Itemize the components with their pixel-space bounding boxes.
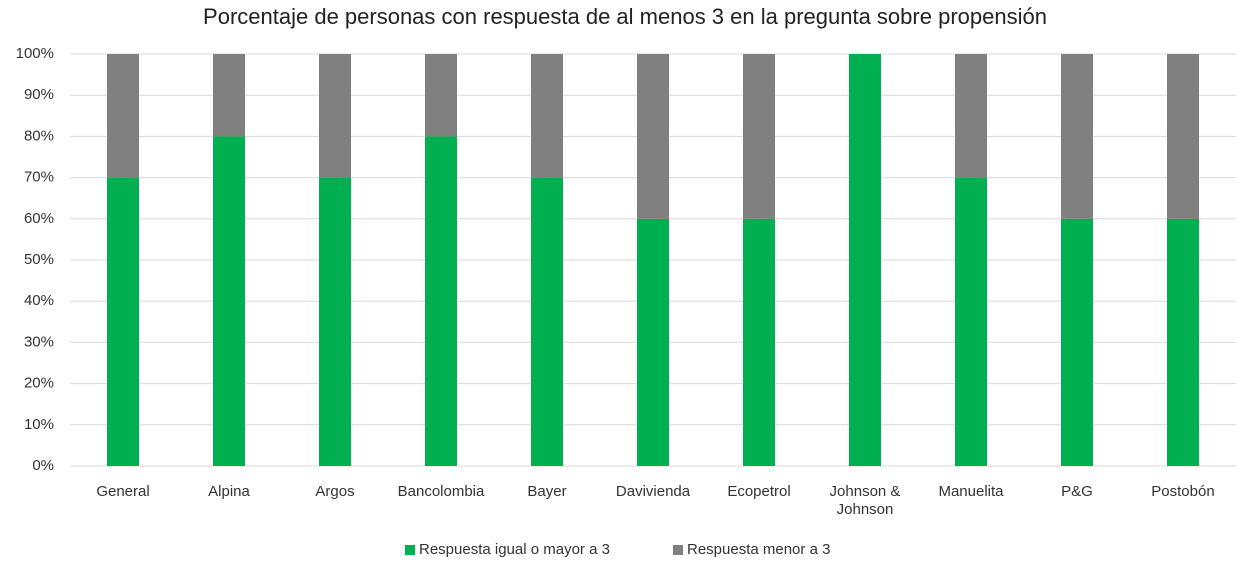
x-tick-label: Alpina xyxy=(208,483,250,500)
x-tick-label: Bancolombia xyxy=(397,483,485,500)
legend-label: Respuesta igual o mayor a 3 xyxy=(419,541,610,558)
legend-swatch xyxy=(405,545,415,555)
bar-segment xyxy=(1061,218,1093,466)
y-tick-label: 20% xyxy=(24,375,54,392)
bar-segment xyxy=(425,54,457,137)
bar-segment xyxy=(319,54,351,178)
bar-segment xyxy=(1167,218,1199,466)
y-tick-label: 60% xyxy=(24,210,54,227)
legend-label: Respuesta menor a 3 xyxy=(687,541,831,558)
x-tick-label: Ecopetrol xyxy=(727,483,791,500)
bar-segment xyxy=(213,54,245,137)
bar-segment xyxy=(1167,54,1199,219)
y-tick-label: 30% xyxy=(24,333,54,350)
bar-segment xyxy=(743,54,775,219)
bar-segment xyxy=(319,177,351,466)
bar-segment xyxy=(955,54,987,178)
bar-segment xyxy=(637,218,669,466)
bar-segment xyxy=(849,54,881,466)
y-tick-label: 0% xyxy=(32,457,54,474)
x-tick-label: Manuelita xyxy=(938,483,1004,500)
x-tick-label: Postobón xyxy=(1151,483,1215,500)
bar-segment xyxy=(743,218,775,466)
bar-segment xyxy=(955,177,987,466)
x-tick-label: Johnson & Johnson xyxy=(829,483,901,518)
y-tick-label: 80% xyxy=(24,127,54,144)
bar-segment xyxy=(1061,54,1093,219)
y-tick-label: 50% xyxy=(24,251,54,268)
y-tick-label: 40% xyxy=(24,292,54,309)
y-tick-label: 70% xyxy=(24,169,54,186)
y-tick-label: 10% xyxy=(24,416,54,433)
bar-segment xyxy=(425,136,457,466)
bar-segment xyxy=(107,54,139,178)
y-tick-label: 100% xyxy=(16,45,54,62)
x-tick-label: Argos xyxy=(315,483,355,500)
bar-segment xyxy=(213,136,245,466)
bar-segment xyxy=(531,54,563,178)
x-tick-label: General xyxy=(96,483,150,500)
x-tick-label: Bayer xyxy=(527,483,567,500)
bar-segment xyxy=(531,177,563,466)
legend-swatch xyxy=(673,545,683,555)
x-tick-label: Davivienda xyxy=(615,483,691,500)
chart-title: Porcentaje de personas con respuesta de … xyxy=(203,4,1047,29)
y-tick-label: 90% xyxy=(24,86,54,103)
bar-segment xyxy=(637,54,669,219)
x-tick-label: P&G xyxy=(1061,483,1093,500)
bar-segment xyxy=(107,177,139,466)
